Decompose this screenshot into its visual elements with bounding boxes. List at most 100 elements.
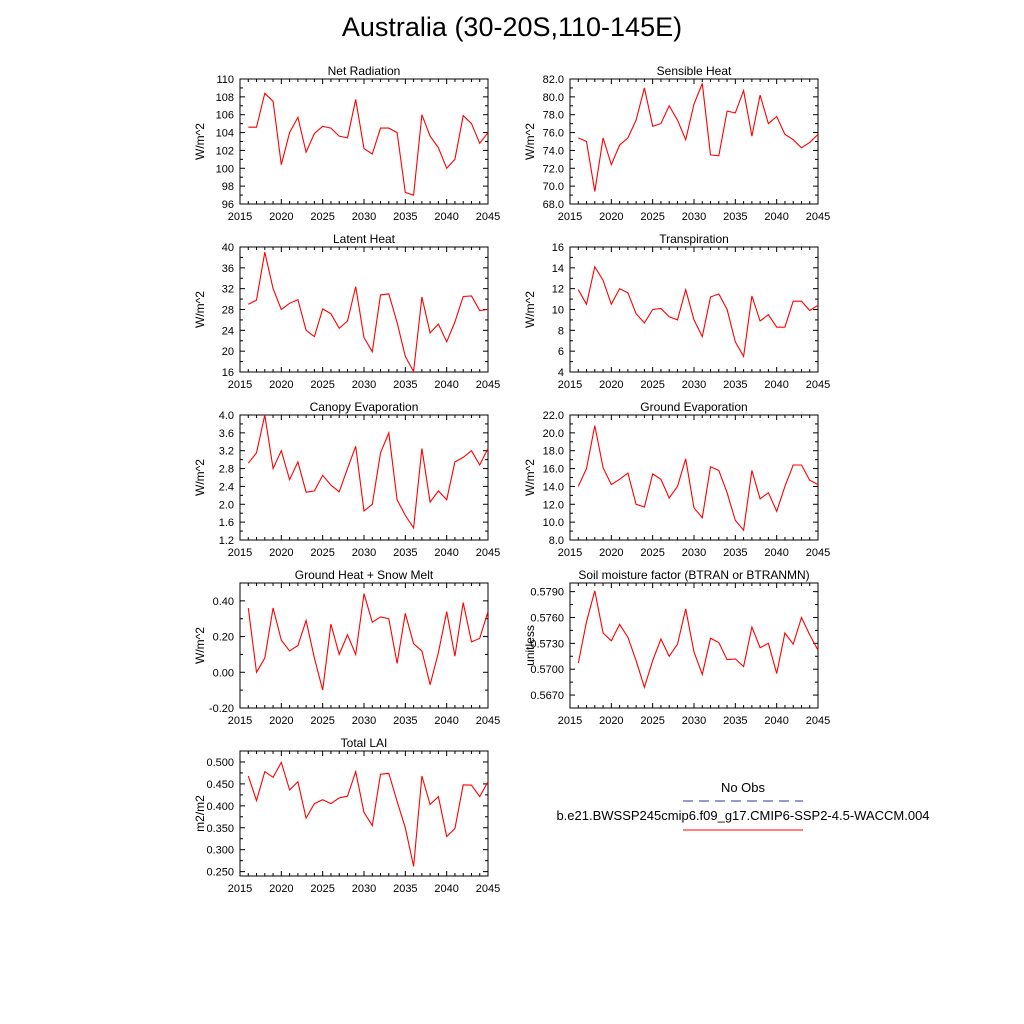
y-tick-label: 14.0: [543, 481, 564, 493]
x-tick-label: 2030: [352, 883, 376, 895]
x-tick-label: 2040: [764, 715, 788, 727]
panel-6: 2015 2020 2025 2030 2035 2040 2045 8.0 10.0 12.0 1…: [523, 400, 830, 559]
x-tick-label: 2030: [352, 547, 376, 559]
panel-2: 2015 2020 2025 2030 2035 2040 2045 68.0 70.0 72.0…: [523, 64, 830, 223]
x-tick-label: 2045: [806, 379, 830, 391]
y-tick-label: 0.400: [206, 801, 234, 813]
x-tick-label: 2045: [476, 547, 500, 559]
x-tick-label: 2025: [640, 547, 664, 559]
x-tick-label: 2025: [640, 379, 664, 391]
y-axis-label: W/m^2: [193, 291, 207, 328]
series-line: [577, 265, 819, 359]
y-tick-label: 14: [552, 263, 564, 275]
x-tick-label: 2030: [682, 547, 706, 559]
plot-frame: [239, 246, 489, 373]
y-tick-label: 0.5700: [530, 664, 564, 676]
y-tick-label: 104: [216, 128, 234, 140]
plot-frame: [239, 582, 489, 709]
y-tick-label: 2.8: [219, 464, 234, 476]
y-tick-label: 72.0: [543, 163, 564, 175]
y-tick-label: 0.350: [206, 823, 234, 835]
x-tick-label: 2030: [682, 715, 706, 727]
y-tick-label: 20: [222, 346, 234, 358]
x-tick-label: 2025: [310, 715, 334, 727]
series-line: [578, 83, 819, 192]
x-tick-label: 2035: [723, 379, 747, 391]
x-tick-label: 2020: [269, 379, 293, 391]
x-tick-label: 2015: [558, 715, 582, 727]
x-tick-label: 2030: [682, 211, 706, 223]
x-tick-label: 2015: [228, 715, 252, 727]
y-tick-label: 82.0: [543, 74, 564, 86]
x-tick-label: 2025: [640, 715, 664, 727]
y-tick-label: 2.4: [219, 481, 234, 493]
page-title: Australia (30-20S,110-145E): [341, 12, 683, 42]
y-tick-label: 80.0: [543, 92, 564, 104]
plot-frame: [569, 414, 819, 541]
x-tick-label: 2035: [393, 883, 417, 895]
panel-9: 2015 2020 2025 2030 2035 2040 2045 0.250 0.300 0.…: [193, 736, 500, 895]
x-tick-label: 2045: [806, 547, 830, 559]
x-tick-label: 2040: [434, 883, 458, 895]
x-tick-label: 2040: [764, 211, 788, 223]
x-tick-label: 2020: [599, 547, 623, 559]
x-tick-label: 2020: [599, 379, 623, 391]
x-tick-label: 2020: [269, 883, 293, 895]
y-tick-label: 36: [222, 263, 234, 275]
x-tick-label: 2030: [352, 211, 376, 223]
x-tick-label: 2035: [393, 211, 417, 223]
panel-title: Soil moisture factor (BTRAN or BTRANMN): [578, 568, 809, 582]
series-line: [247, 414, 489, 530]
y-tick-label: 10: [552, 305, 564, 317]
series-line: [248, 252, 489, 374]
y-tick-label: 16: [552, 242, 564, 254]
y-axis-label: W/m^2: [193, 627, 207, 664]
y-axis-label: m2/m2: [193, 795, 207, 832]
panel-3: 2015 2020 2025 2030 2035 2040 2045 16 20 24 28 32 36…: [193, 232, 500, 391]
panel-title: Latent Heat: [333, 232, 396, 246]
y-axis-label: W/m^2: [523, 291, 537, 328]
x-tick-label: 2020: [269, 547, 293, 559]
y-tick-label: 16: [222, 367, 234, 379]
y-tick-label: 12: [552, 284, 564, 296]
x-tick-label: 2035: [393, 715, 417, 727]
x-tick-label: 2040: [434, 379, 458, 391]
panel-title: Sensible Heat: [657, 64, 732, 78]
x-tick-label: 2035: [393, 379, 417, 391]
y-tick-label: 76.0: [543, 128, 564, 140]
y-tick-label: 0.00: [213, 667, 234, 679]
panel-title: Transpiration: [659, 232, 729, 246]
y-axis-label: W/m^2: [523, 123, 537, 160]
y-tick-label: 74.0: [543, 145, 564, 157]
x-tick-label: 2040: [764, 547, 788, 559]
legend-model-label: b.e21.BWSSP245cmip6.f09_g17.CMIP6-SSP2-4…: [556, 808, 929, 823]
x-tick-label: 2030: [682, 379, 706, 391]
x-tick-label: 2015: [558, 379, 582, 391]
series-line: [577, 425, 819, 532]
x-tick-label: 2015: [558, 211, 582, 223]
x-tick-label: 2015: [228, 211, 252, 223]
y-tick-label: 10.0: [543, 517, 564, 529]
y-tick-label: 28: [222, 305, 234, 317]
plot-frame: [239, 78, 489, 205]
y-tick-label: 96: [222, 199, 234, 211]
y-tick-label: 8: [558, 325, 564, 337]
y-tick-label: 12.0: [543, 499, 564, 511]
y-tick-label: 0.5670: [530, 690, 564, 702]
y-tick-label: 24: [222, 325, 234, 337]
y-tick-label: 2.0: [219, 499, 234, 511]
y-tick-label: 106: [216, 110, 234, 122]
y-tick-label: 4.0: [219, 410, 234, 422]
y-tick-label: 18.0: [543, 446, 564, 458]
y-tick-label: 0.250: [206, 867, 234, 879]
x-tick-label: 2030: [352, 715, 376, 727]
y-tick-label: 3.6: [219, 428, 234, 440]
y-tick-label: 0.300: [206, 845, 234, 857]
y-tick-label: -0.20: [209, 703, 234, 715]
x-tick-label: 2020: [269, 715, 293, 727]
panel-title: Canopy Evaporation: [310, 400, 419, 414]
series-line: [247, 760, 489, 867]
y-axis-label: W/m^2: [193, 123, 207, 160]
y-tick-label: 0.5730: [530, 638, 564, 650]
